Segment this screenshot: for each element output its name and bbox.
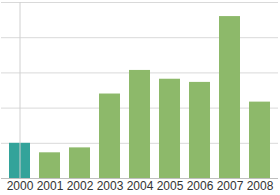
svg-text:2002: 2002	[67, 179, 94, 193]
svg-text:2007: 2007	[217, 179, 244, 193]
svg-text:2008: 2008	[247, 179, 274, 193]
svg-text:2000: 2000	[7, 179, 34, 193]
svg-text:2006: 2006	[187, 179, 214, 193]
svg-text:2003: 2003	[97, 179, 124, 193]
svg-text:2005: 2005	[157, 179, 184, 193]
svg-text:2001: 2001	[37, 179, 64, 193]
svg-text:2004: 2004	[127, 179, 154, 193]
